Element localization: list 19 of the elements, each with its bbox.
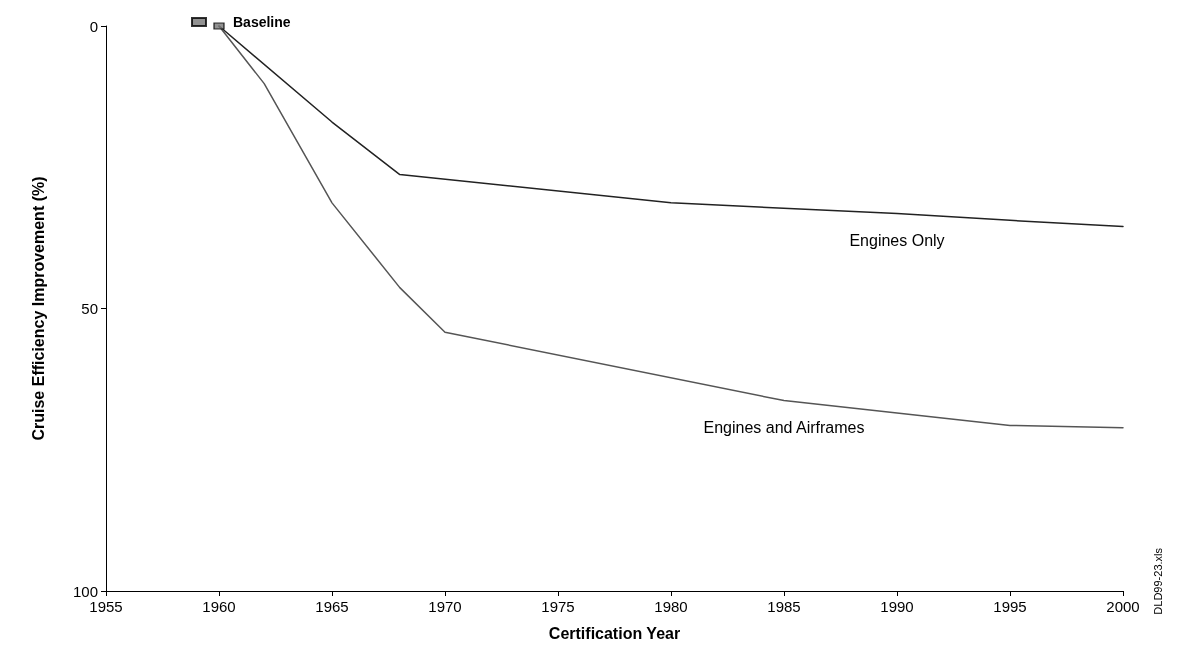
x-tick-label: 1965 [315, 598, 349, 615]
x-tick-label: 1995 [993, 598, 1027, 615]
x-tick-label: 1960 [202, 598, 236, 615]
y-tick-label: 100 [72, 582, 98, 600]
x-tick-label: 1980 [654, 598, 688, 615]
series-label: Engines and Airframes [703, 419, 865, 437]
x-axis-title: Certification Year [548, 624, 681, 642]
y-tick-label: 50 [81, 300, 98, 317]
x-tick-label: 1970 [428, 598, 462, 615]
y-axis-title: Cruise Efficiency Improvement (%) [29, 176, 47, 441]
y-tick-label: 0 [89, 17, 98, 35]
text: DLD99-23.xls [1151, 547, 1164, 615]
x-tick-label: 2000 [1106, 598, 1140, 615]
series-label: Engines Only [849, 232, 945, 250]
x-tick-label: 1985 [767, 598, 801, 615]
x-tick-label: 1990 [880, 598, 914, 615]
x-tick-label: 1975 [541, 598, 575, 615]
legend-label: Baseline [233, 14, 291, 30]
x-tick-label: 1955 [89, 598, 123, 615]
